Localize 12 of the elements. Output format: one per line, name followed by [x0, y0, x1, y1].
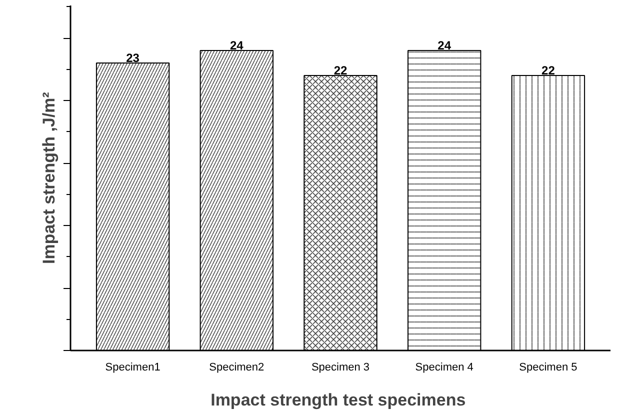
- x-tick-label: Specimen 4: [415, 362, 474, 374]
- x-axis-title: Impact strength test specimens: [210, 390, 466, 410]
- data-label: 24: [230, 38, 244, 52]
- x-tick-label: Specimen 5: [519, 362, 578, 374]
- x-tick-label: Specimen2: [209, 362, 264, 374]
- data-label: 23: [126, 51, 140, 65]
- y-axis-title: Impact strength ,J/m²: [40, 92, 58, 264]
- data-label: 22: [542, 64, 556, 78]
- data-label: 24: [438, 38, 452, 52]
- x-tick-label: Specimen1: [105, 362, 160, 374]
- x-tick-label: Specimen 3: [311, 362, 370, 374]
- data-label: 22: [334, 64, 348, 78]
